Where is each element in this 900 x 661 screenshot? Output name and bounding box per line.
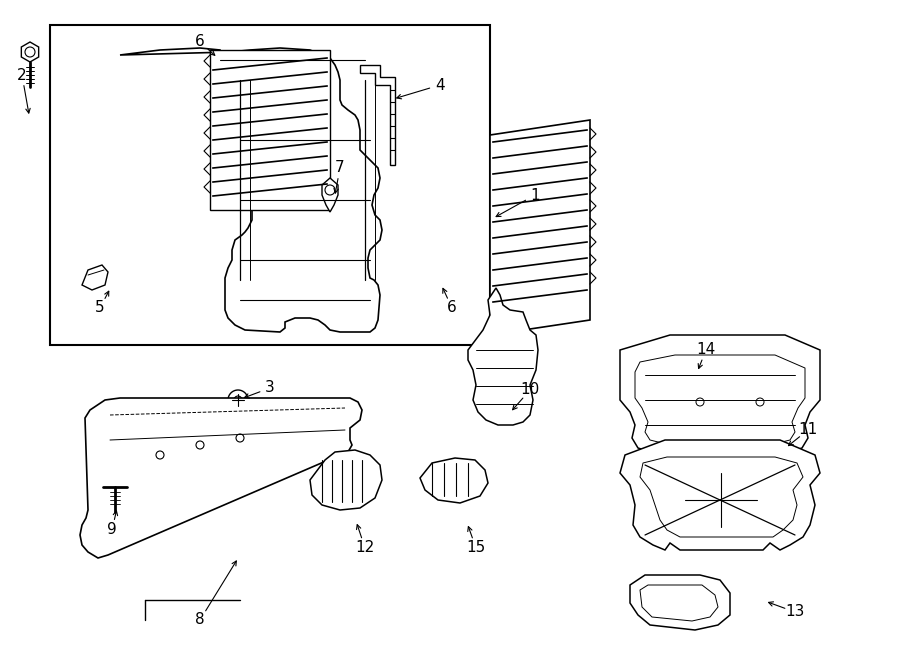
Text: 7: 7 xyxy=(335,161,345,176)
Polygon shape xyxy=(635,355,805,445)
Text: 12: 12 xyxy=(356,541,374,555)
Polygon shape xyxy=(22,42,39,62)
Polygon shape xyxy=(360,65,395,165)
Polygon shape xyxy=(468,288,538,425)
Text: 6: 6 xyxy=(447,301,457,315)
Text: 10: 10 xyxy=(520,383,540,397)
Text: 14: 14 xyxy=(697,342,716,358)
Text: 1: 1 xyxy=(530,188,540,202)
Polygon shape xyxy=(620,440,820,550)
Polygon shape xyxy=(420,458,488,503)
Polygon shape xyxy=(322,178,338,212)
Text: 15: 15 xyxy=(466,541,486,555)
Polygon shape xyxy=(82,265,108,290)
Text: 5: 5 xyxy=(95,301,104,315)
Text: 3: 3 xyxy=(266,381,274,395)
Text: 2: 2 xyxy=(17,67,27,83)
Text: 13: 13 xyxy=(786,605,805,619)
Text: 9: 9 xyxy=(107,522,117,537)
Text: 11: 11 xyxy=(798,422,817,438)
Text: 4: 4 xyxy=(436,77,445,93)
Polygon shape xyxy=(630,575,730,630)
Polygon shape xyxy=(620,335,820,455)
Text: 6: 6 xyxy=(195,34,205,50)
Text: 8: 8 xyxy=(195,613,205,627)
Polygon shape xyxy=(120,48,382,332)
Polygon shape xyxy=(310,450,382,510)
Polygon shape xyxy=(80,398,362,558)
Polygon shape xyxy=(210,50,330,210)
Bar xyxy=(50,25,490,345)
Polygon shape xyxy=(640,457,803,537)
Polygon shape xyxy=(490,120,590,335)
Polygon shape xyxy=(640,585,718,621)
